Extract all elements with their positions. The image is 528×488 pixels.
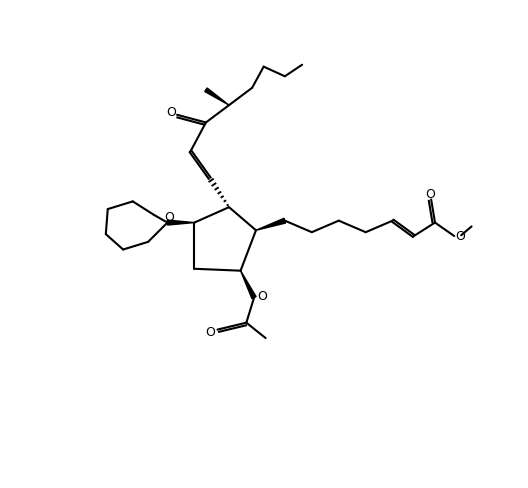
Polygon shape [241,271,256,299]
Text: O: O [166,106,176,120]
Text: O: O [205,326,215,339]
Text: O: O [456,230,465,244]
Text: O: O [426,188,435,201]
Polygon shape [256,218,286,230]
Text: O: O [257,289,267,303]
Polygon shape [205,88,229,105]
Polygon shape [167,220,194,225]
Text: O: O [164,211,174,224]
